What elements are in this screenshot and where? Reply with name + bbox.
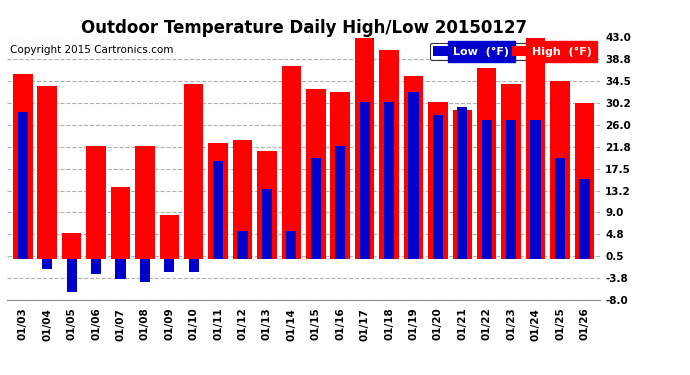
Bar bbox=[184, 84, 204, 259]
Bar bbox=[404, 76, 423, 259]
Bar bbox=[380, 50, 399, 259]
Bar bbox=[42, 259, 52, 269]
Bar bbox=[306, 89, 326, 259]
Bar bbox=[257, 151, 277, 259]
Bar bbox=[13, 74, 32, 259]
Bar bbox=[164, 259, 175, 272]
Bar bbox=[502, 84, 521, 259]
Bar bbox=[384, 102, 394, 259]
Bar bbox=[140, 259, 150, 282]
Bar bbox=[477, 68, 497, 259]
Bar bbox=[550, 81, 570, 259]
Bar bbox=[506, 120, 516, 259]
Bar bbox=[526, 32, 545, 259]
Bar bbox=[18, 112, 28, 259]
Bar bbox=[286, 231, 297, 259]
Bar bbox=[62, 233, 81, 259]
Bar bbox=[457, 107, 467, 259]
Bar bbox=[135, 146, 155, 259]
Bar bbox=[575, 104, 594, 259]
Bar bbox=[331, 92, 350, 259]
Bar bbox=[237, 231, 248, 259]
Bar bbox=[115, 259, 126, 279]
Bar bbox=[310, 159, 321, 259]
Bar bbox=[282, 66, 301, 259]
Bar bbox=[335, 146, 345, 259]
Bar bbox=[428, 102, 448, 259]
Bar bbox=[188, 259, 199, 272]
Bar bbox=[233, 141, 253, 259]
Text: Copyright 2015 Cartronics.com: Copyright 2015 Cartronics.com bbox=[10, 45, 173, 56]
Bar bbox=[110, 187, 130, 259]
Bar bbox=[213, 161, 224, 259]
Bar bbox=[86, 146, 106, 259]
Bar bbox=[433, 115, 443, 259]
Bar bbox=[359, 102, 370, 259]
Bar bbox=[453, 110, 472, 259]
Bar bbox=[482, 120, 492, 259]
Bar bbox=[580, 179, 589, 259]
Legend: Low  (°F), High  (°F): Low (°F), High (°F) bbox=[430, 43, 595, 60]
Bar bbox=[91, 259, 101, 274]
Bar bbox=[355, 32, 375, 259]
Bar bbox=[37, 86, 57, 259]
Title: Outdoor Temperature Daily High/Low 20150127: Outdoor Temperature Daily High/Low 20150… bbox=[81, 20, 526, 38]
Bar bbox=[262, 189, 272, 259]
Bar bbox=[555, 159, 565, 259]
Bar bbox=[408, 92, 419, 259]
Bar bbox=[159, 215, 179, 259]
Bar bbox=[531, 120, 541, 259]
Bar bbox=[208, 143, 228, 259]
Bar bbox=[66, 259, 77, 292]
